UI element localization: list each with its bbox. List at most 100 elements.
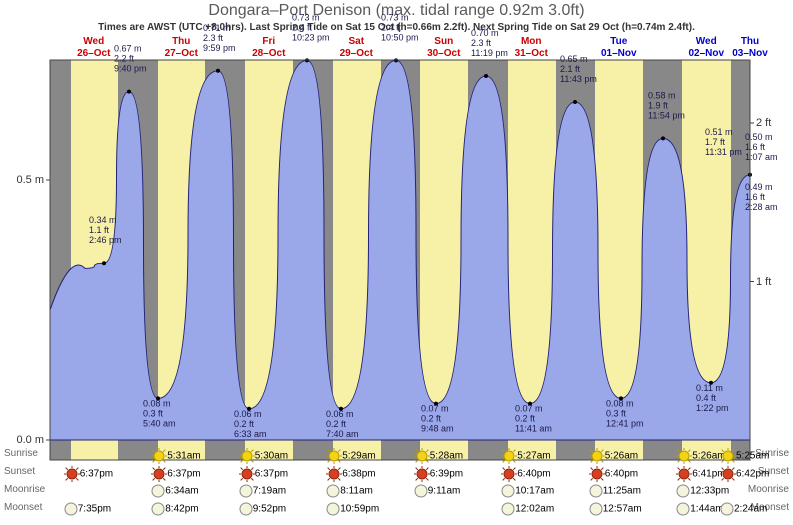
day-date: 02–Nov <box>688 48 724 59</box>
day-date: 26–Oct <box>77 48 110 59</box>
day-header: Mon31–Oct <box>506 36 556 60</box>
y-label-ft: 1 ft <box>756 276 793 288</box>
day-date: 01–Nov <box>601 48 637 59</box>
moonset-cell: 10:59pm <box>326 502 379 516</box>
sun-red-icon <box>326 466 342 482</box>
day-dow: Mon <box>521 36 542 47</box>
sunset-time: 6:42pm <box>736 469 769 480</box>
moonset-time: 10:59pm <box>340 504 379 515</box>
moon-icon <box>151 502 165 516</box>
svg-text:0.2 ft: 0.2 ft <box>515 414 536 424</box>
footer-label-moonrise: Moonrise <box>4 484 45 495</box>
sunrise-cell: 5:30am <box>239 448 288 464</box>
sunset-time: 6:37pm <box>167 469 200 480</box>
sunset-cell: 6:39pm <box>414 466 463 482</box>
moon-icon <box>589 502 603 516</box>
moon-icon <box>501 484 515 498</box>
svg-text:2.4 ft: 2.4 ft <box>381 22 402 32</box>
sunset-cell: 6:40pm <box>589 466 638 482</box>
day-dow: Sun <box>434 36 453 47</box>
moonrise-cell: 7:19am <box>239 484 286 498</box>
sunrise-cell: 5:31am <box>151 448 200 464</box>
sunrise-time: 5:25am <box>736 451 769 462</box>
day-header: Thu03–Nov <box>725 36 775 60</box>
moonset-time: 8:42pm <box>165 504 198 515</box>
moonrise-time: 6:34am <box>165 486 198 497</box>
sun-red-icon <box>589 466 605 482</box>
sunset-cell: 6:37pm <box>151 466 200 482</box>
sunset-time: 6:40pm <box>517 469 550 480</box>
day-date: 31–Oct <box>515 48 548 59</box>
sunset-cell: 6:37pm <box>239 466 288 482</box>
day-dow: Fri <box>262 36 275 47</box>
day-header: Thu27–Oct <box>156 36 206 60</box>
moon-icon <box>326 502 340 516</box>
moonrise-time: 7:19am <box>253 486 286 497</box>
svg-text:0.2 ft: 0.2 ft <box>421 414 442 424</box>
sun-yellow-icon <box>501 448 517 464</box>
moon-icon <box>326 484 340 498</box>
svg-text:0.58 m: 0.58 m <box>648 90 676 100</box>
moon-icon <box>64 502 78 516</box>
moon-icon <box>676 484 690 498</box>
day-dow: Thu <box>172 36 190 47</box>
svg-text:0.70 m: 0.70 m <box>471 28 499 38</box>
sunset-cell: 6:41pm <box>676 466 725 482</box>
svg-text:6:33 am: 6:33 am <box>234 429 267 439</box>
svg-text:1.6 ft: 1.6 ft <box>745 192 766 202</box>
svg-text:12:41 pm: 12:41 pm <box>606 418 644 428</box>
sun-red-icon <box>151 466 167 482</box>
svg-text:0.3 ft: 0.3 ft <box>606 408 627 418</box>
svg-text:7:40 am: 7:40 am <box>326 429 359 439</box>
day-header: Wed02–Nov <box>681 36 731 60</box>
svg-text:0.73 m: 0.73 m <box>381 12 409 22</box>
svg-text:11:41 am: 11:41 am <box>515 424 552 434</box>
moonrise-time: 12:33pm <box>690 486 729 497</box>
sun-yellow-icon <box>676 448 692 464</box>
footer-label-moonset: Moonset <box>4 502 42 513</box>
svg-text:0.08 m: 0.08 m <box>143 398 171 408</box>
day-header: Tue01–Nov <box>594 36 644 60</box>
svg-text:0.50 m: 0.50 m <box>745 132 773 142</box>
moonrise-cell: 10:17am <box>501 484 554 498</box>
moonrise-time: 8:11am <box>340 486 373 497</box>
sunrise-time: 5:31am <box>167 451 200 462</box>
moonrise-cell: 6:34am <box>151 484 198 498</box>
moonset-time: 9:52pm <box>253 504 286 515</box>
sunset-cell: 6:37pm <box>64 466 113 482</box>
sun-yellow-icon <box>720 448 736 464</box>
svg-text:11:43 pm: 11:43 pm <box>560 74 597 84</box>
day-date: 30–Oct <box>427 48 460 59</box>
svg-text:2.4 ft: 2.4 ft <box>292 22 313 32</box>
moonset-time: 1:44am <box>690 504 723 515</box>
svg-text:0.2 ft: 0.2 ft <box>234 419 255 429</box>
svg-text:0.08 m: 0.08 m <box>606 398 634 408</box>
svg-text:1.6 ft: 1.6 ft <box>745 142 766 152</box>
svg-text:1.7 ft: 1.7 ft <box>705 137 726 147</box>
day-date: 28–Oct <box>252 48 285 59</box>
moonset-time: 12:57am <box>603 504 642 515</box>
day-dow: Thu <box>741 36 759 47</box>
svg-text:0.73 m: 0.73 m <box>292 12 320 22</box>
sun-red-icon <box>676 466 692 482</box>
day-header: Sun30–Oct <box>419 36 469 60</box>
moonrise-cell: 8:11am <box>326 484 373 498</box>
moonset-cell: 7:35pm <box>64 502 111 516</box>
y-label-m: 0.5 m <box>4 174 44 186</box>
svg-text:9:48 am: 9:48 am <box>421 424 454 434</box>
sunrise-time: 5:28am <box>430 451 463 462</box>
sun-red-icon <box>501 466 517 482</box>
moonset-cell: 9:52pm <box>239 502 286 516</box>
tide-chart: 0.34 m1.1 ft2:46 pm0.67 m2.2 ft9:40 pm0.… <box>0 0 793 525</box>
moonset-cell: 1:44am <box>676 502 723 516</box>
svg-text:2.1 ft: 2.1 ft <box>560 64 581 74</box>
footer-label-moonrise-r: Moonrise <box>748 484 789 495</box>
moonrise-cell: 11:25am <box>589 484 641 498</box>
svg-text:10:23 pm: 10:23 pm <box>292 32 330 42</box>
sun-red-icon <box>64 466 80 482</box>
svg-text:0.11 m: 0.11 m <box>696 383 723 393</box>
svg-text:9:59 pm: 9:59 pm <box>203 43 236 53</box>
moon-icon <box>151 484 165 498</box>
sunset-time: 6:38pm <box>342 469 375 480</box>
moonset-time: 7:35pm <box>78 504 111 515</box>
